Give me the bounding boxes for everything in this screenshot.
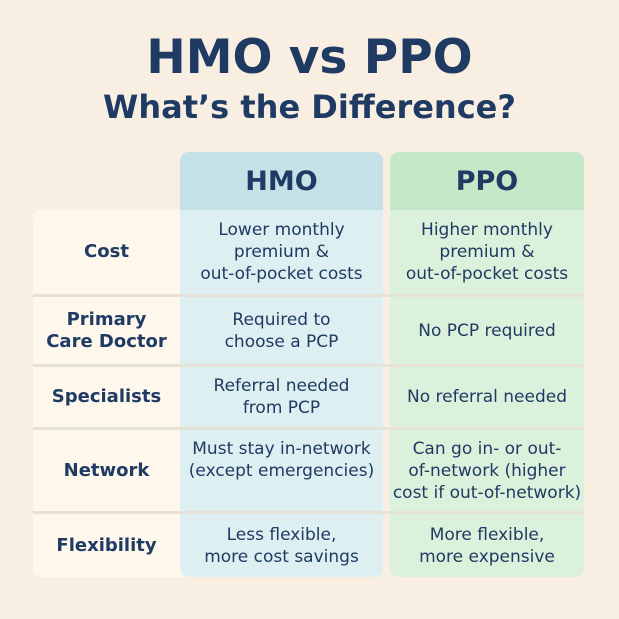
row-divider	[33, 427, 584, 430]
row-label-specialists: Specialists	[51, 386, 162, 407]
ppo-flexibility: More flexible, more expensive	[419, 524, 555, 567]
row-divider	[33, 511, 584, 514]
row-label-cost: Cost	[84, 241, 129, 262]
hmo-cost: Lower monthly premium & out-of-pocket co…	[200, 220, 363, 284]
hmo-pcp: Required to choose a PCP	[224, 309, 339, 352]
ppo-cost: Higher monthly premium & out-of-pocket c…	[405, 220, 569, 284]
row-divider	[33, 364, 584, 367]
ppo-header: PPO	[390, 152, 584, 210]
hmo-specialists: Referral needed from PCP	[213, 376, 350, 418]
row-label-network: Network	[63, 459, 150, 481]
title: HMO vs PPO	[146, 30, 473, 85]
row-label-primary-care-doctor: Primary Care Doctor	[46, 308, 167, 352]
ppo-specialists: No referral needed	[407, 387, 567, 407]
subtitle: What’s the Difference?	[103, 88, 516, 126]
hmo-header: HMO	[180, 152, 383, 210]
ppo-network: Can go in- or out- of-network (higher co…	[392, 438, 582, 503]
ppo-pcp: No PCP required	[418, 320, 556, 341]
hmo-network: Must stay in-network (except emergencies…	[188, 439, 375, 481]
row-label-flexibility: Flexibility	[56, 534, 157, 556]
hmo-flexibility: Less flexible, more cost savings	[204, 524, 359, 567]
label-column	[33, 210, 193, 577]
row-divider	[33, 294, 584, 297]
